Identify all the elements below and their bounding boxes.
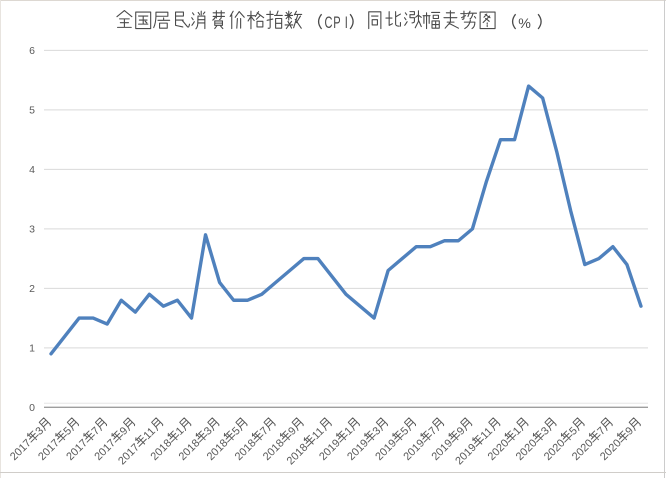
svg-text:I: I	[345, 13, 348, 32]
svg-text:3: 3	[29, 224, 35, 236]
svg-text:5: 5	[29, 105, 35, 117]
svg-text:2: 2	[29, 283, 35, 295]
svg-text:0: 0	[29, 402, 35, 414]
svg-text:1: 1	[29, 343, 35, 355]
svg-text:P: P	[333, 13, 340, 32]
svg-text:4: 4	[29, 164, 35, 176]
svg-text:6: 6	[29, 45, 35, 57]
svg-text:C: C	[325, 13, 333, 32]
svg-text:%: %	[518, 16, 531, 32]
